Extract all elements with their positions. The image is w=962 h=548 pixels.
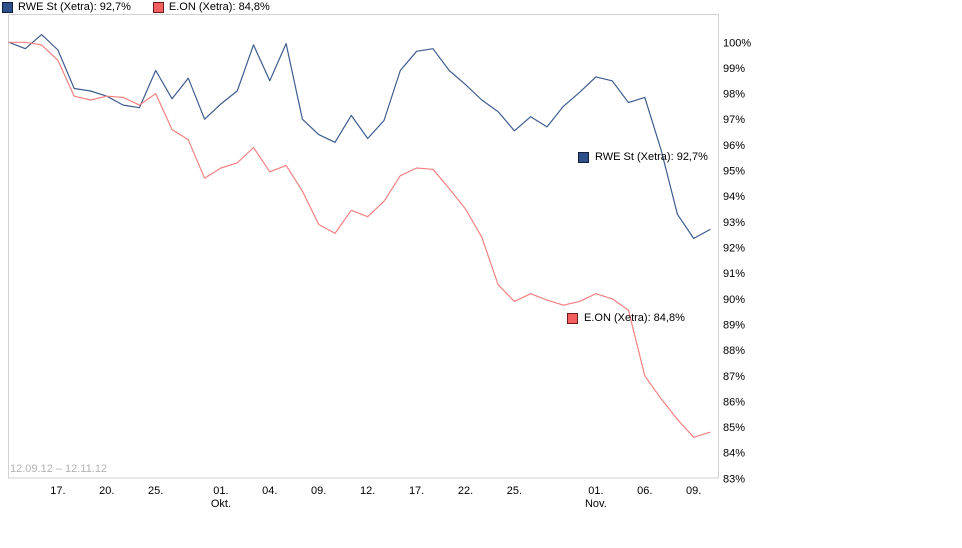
y-tick-label: 90% [723, 294, 745, 306]
y-tick-label: 99% [723, 63, 745, 75]
x-tick-label: 25. [507, 485, 522, 497]
x-tick-month-label: Okt. [211, 498, 231, 510]
x-tick-label: 04. [262, 485, 277, 497]
eon-swatch-icon [152, 1, 164, 13]
annotation-rwe: RWE St (Xetra): 92,7% [578, 151, 708, 163]
plot-area [8, 14, 719, 479]
y-tick-label: 86% [723, 396, 745, 408]
y-tick-label: 91% [723, 268, 745, 280]
y-tick-label: 85% [723, 422, 745, 434]
x-tick-label: 12. [360, 485, 375, 497]
y-tick-label: 84% [723, 448, 745, 460]
x-tick-label: 09. [686, 485, 701, 497]
annotation-label-rwe: RWE St (Xetra): 92,7% [595, 151, 708, 163]
y-tick-label: 93% [723, 217, 745, 229]
rwe-swatch-icon [2, 1, 13, 13]
x-tick-label: 20. [99, 485, 114, 497]
rwe-swatch-icon [578, 151, 589, 163]
y-tick-label: 92% [723, 243, 745, 255]
x-tick-label: 17. [50, 485, 65, 497]
x-tick-label: 01. [213, 485, 228, 497]
y-tick-label: 96% [723, 140, 745, 152]
eon-swatch-icon [567, 312, 578, 324]
x-tick-label: 17. [409, 485, 424, 497]
chart-legend: RWE St (Xetra): 92,7% E.ON (Xetra): 84,8… [2, 1, 292, 13]
legend-item-eon: E.ON (Xetra): 84,8% [152, 1, 270, 13]
annotation-eon: E.ON (Xetra): 84,8% [567, 312, 685, 324]
annotation-label-eon: E.ON (Xetra): 84,8% [584, 312, 685, 324]
x-tick-label: 09. [311, 485, 326, 497]
series-line-rwe [8, 33, 711, 240]
legend-label-eon: E.ON (Xetra): 84,8% [168, 1, 270, 13]
legend-item-rwe: RWE St (Xetra): 92,7% [2, 1, 131, 13]
y-tick-label: 100% [723, 37, 751, 49]
x-tick-label: 06. [637, 485, 652, 497]
y-tick-label: 97% [723, 114, 745, 126]
y-tick-label: 88% [723, 345, 745, 357]
series-line-eon [8, 41, 711, 438]
y-tick-label: 83% [723, 473, 745, 485]
y-tick-label: 94% [723, 191, 745, 203]
x-tick-label: 25. [148, 485, 163, 497]
y-tick-label: 98% [723, 89, 745, 101]
x-tick-label: 01. [588, 485, 603, 497]
y-tick-label: 87% [723, 371, 745, 383]
date-range-note: 12.09.12 – 12.11.12 [10, 463, 108, 475]
legend-label-rwe: RWE St (Xetra): 92,7% [18, 1, 131, 13]
x-tick-month-label: Nov. [585, 498, 607, 510]
y-tick-label: 89% [723, 319, 745, 331]
x-tick-label: 22. [458, 485, 473, 497]
y-tick-label: 95% [723, 166, 745, 178]
